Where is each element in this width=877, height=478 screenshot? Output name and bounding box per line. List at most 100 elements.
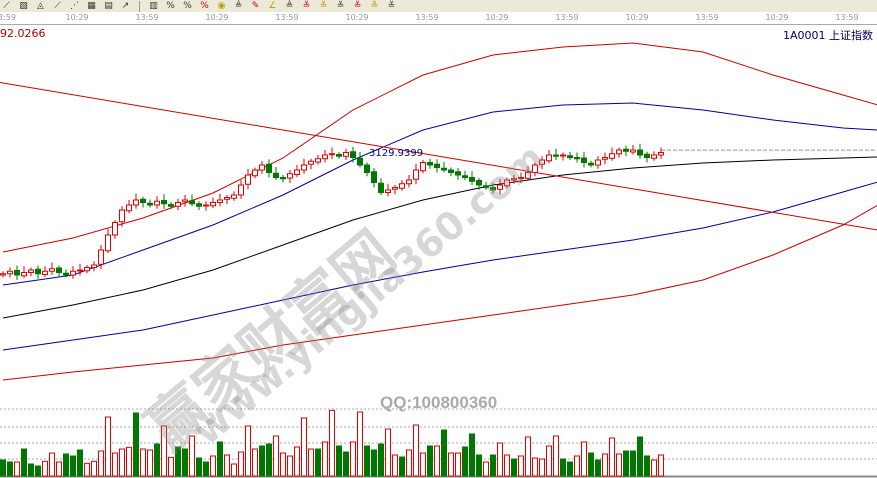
volume-bar (525, 436, 531, 477)
candle-body (182, 199, 188, 203)
volume-bar (623, 450, 629, 477)
volume-bar (77, 449, 83, 477)
gold-line-icon[interactable]: ≜ (285, 0, 294, 11)
candle-body (245, 174, 251, 185)
candle-body (602, 157, 608, 160)
level-4-icon[interactable]: ≚ (353, 0, 362, 11)
volume-bar (420, 452, 426, 477)
candle-body (112, 222, 118, 236)
arrow-tool-icon[interactable]: ↗ (121, 0, 130, 11)
time-label: 13:59 (275, 13, 299, 22)
candle-body (175, 202, 181, 207)
volume-bar (602, 453, 608, 477)
candle-body (266, 163, 272, 173)
ratio-icon[interactable]: % (183, 0, 192, 11)
candle-body (336, 154, 342, 157)
candle-body (595, 159, 601, 166)
volume-bar (588, 452, 594, 477)
candle-body (350, 151, 356, 158)
volume-bar (182, 448, 188, 477)
candle-body (532, 164, 538, 173)
candle-body (322, 154, 328, 160)
fib-tool-icon[interactable]: ⋰ (70, 0, 79, 11)
candle-body (98, 249, 104, 265)
volume-bar (280, 452, 286, 477)
drawing-toolbar: ⟋ ▧ ◬ ⟋ ⋰ ▦ ▤ ↗ ▥%%% ◉ ≜ ✎ ∠ ≜ ≚ ≚ ≚ ≚ ≚ ≚ (0, 0, 877, 12)
candle-body (546, 154, 552, 162)
candle-body (553, 154, 559, 157)
volume-bar (119, 448, 125, 477)
ray-tool-icon[interactable]: ⟋ (54, 0, 61, 11)
candle-body (378, 182, 384, 193)
percent-icon[interactable]: % (166, 0, 175, 11)
candle-body (406, 179, 412, 185)
level-5-icon[interactable]: ≚ (370, 0, 379, 11)
line-tool-icon[interactable]: ⟋ (3, 0, 10, 11)
grid-tool-icon[interactable]: ▦ (87, 0, 96, 11)
candle-body (259, 164, 265, 171)
band-middle (2, 156, 877, 319)
candle-body (504, 179, 510, 187)
volume-bar (371, 449, 377, 477)
fan-tool-icon[interactable]: ◬ (37, 0, 44, 11)
candle-body (126, 204, 132, 212)
volume-bar (427, 445, 433, 477)
candle-body (427, 162, 433, 166)
volume-bar (378, 443, 384, 477)
candle-body (623, 148, 629, 152)
candle-body (462, 175, 468, 178)
volume-bar (392, 454, 398, 477)
volume-bar (441, 429, 447, 477)
candle-body (252, 169, 258, 177)
percent-line-icon[interactable]: % (200, 0, 209, 11)
volume-bar (0, 459, 6, 477)
volume-bar (161, 425, 167, 477)
chart-type-icon[interactable]: ▥ (149, 0, 158, 11)
volume-bar (357, 411, 363, 477)
level-6-icon[interactable]: ≚ (387, 0, 396, 11)
volume-bar (133, 412, 139, 477)
volume-bar (462, 446, 468, 477)
volume-bar (385, 428, 391, 477)
candle-body (651, 154, 657, 159)
candle-body (147, 202, 153, 206)
volume-bar (511, 458, 517, 477)
candle-body (119, 209, 125, 223)
candle-body (91, 264, 97, 268)
candle-body (161, 200, 167, 205)
volume-bar (322, 441, 328, 477)
gold-icon[interactable]: ≜ (234, 0, 243, 11)
volume-bar (413, 424, 419, 477)
volume-bar (364, 445, 370, 477)
volume-bar (644, 455, 650, 477)
candle-body (0, 273, 6, 276)
level-2-icon[interactable]: ≚ (319, 0, 328, 11)
volume-bar (84, 462, 90, 477)
candle-body (133, 199, 139, 206)
coin-icon[interactable]: ◉ (217, 0, 226, 11)
volume-bar (532, 457, 538, 477)
candle-body (490, 187, 496, 191)
level-1-icon[interactable]: ≚ (302, 0, 311, 11)
volume-bar (42, 460, 48, 477)
candle-body (413, 169, 419, 180)
candle-body (567, 155, 573, 158)
channel-tool-icon[interactable]: ▧ (19, 0, 28, 11)
candle-body (581, 157, 587, 163)
box-tool-icon[interactable]: ▤ (104, 0, 113, 11)
volume-bar (224, 454, 230, 477)
candle-body (35, 268, 41, 275)
volume-bar (574, 455, 580, 477)
candle-body (441, 167, 447, 171)
volume-bar (203, 461, 209, 477)
angle-icon[interactable]: ∠ (268, 0, 277, 11)
toolbar-separator (139, 0, 140, 12)
volume-bar (539, 458, 545, 477)
candle-body (301, 164, 307, 171)
pen-icon[interactable]: ✎ (251, 0, 260, 11)
symbol-label: 1A0001 上证指数 (782, 29, 873, 42)
candle-body (329, 153, 335, 156)
level-3-icon[interactable]: ≚ (336, 0, 345, 11)
volume-bar (231, 463, 237, 477)
